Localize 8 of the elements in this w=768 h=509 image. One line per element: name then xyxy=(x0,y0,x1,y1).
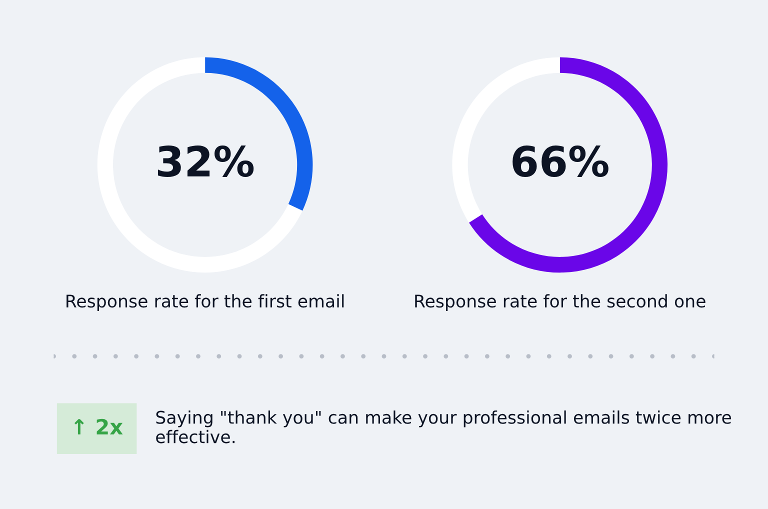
data-label: 32% xyxy=(158,145,254,178)
donut-slice xyxy=(97,57,302,273)
text: Saying "thank you" can make your professional emails twice more effective. xyxy=(156,410,732,444)
text: Response rate for the first email xyxy=(66,294,344,311)
data-label: 66% xyxy=(512,145,608,178)
text: Response rate for the second one xyxy=(415,294,706,311)
donut-slice xyxy=(468,57,668,273)
text: ↑ 2x xyxy=(74,418,123,434)
